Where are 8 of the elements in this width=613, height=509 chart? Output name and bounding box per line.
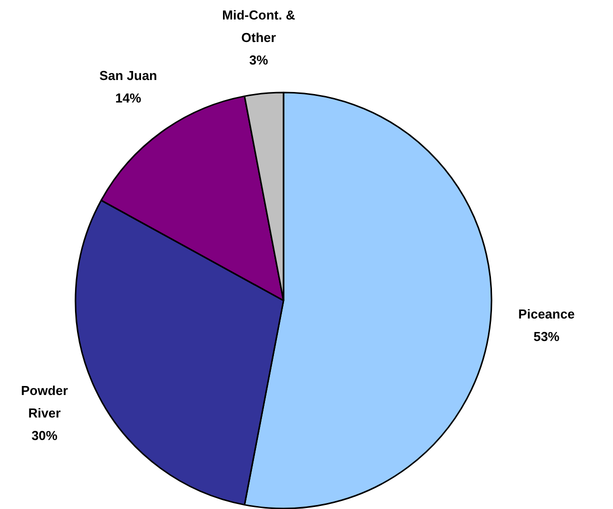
data-label: 30% — [31, 428, 58, 443]
data-label: 53% — [533, 329, 560, 344]
slice-label: Powder River — [21, 382, 68, 420]
data-label: 3% — [249, 52, 268, 68]
slice-label: Mid-Cont. & Other — [222, 8, 296, 46]
slice-label: San Juan — [99, 68, 158, 84]
slice-label: Piceance — [518, 306, 575, 322]
data-label: 14% — [115, 90, 142, 106]
